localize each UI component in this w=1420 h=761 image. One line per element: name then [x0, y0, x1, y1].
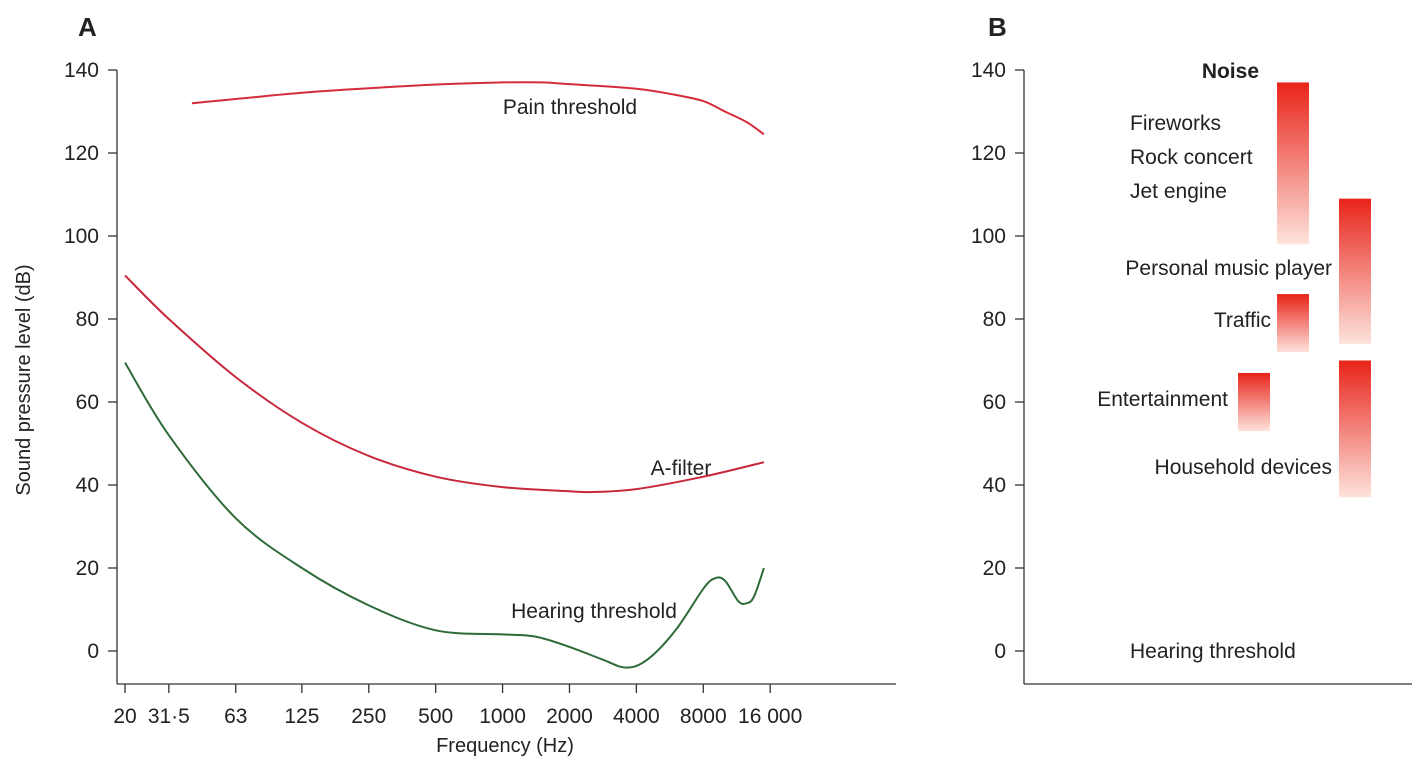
x-tick-label: 4000 — [613, 705, 660, 728]
range-bar-fireworks — [1277, 82, 1309, 245]
hearing-threshold-curve — [124, 362, 765, 669]
x-axis-title: Frequency (Hz) — [436, 735, 574, 757]
x-tick-label: 2000 — [546, 705, 593, 728]
y-tick-label: 40 — [76, 474, 99, 497]
y-tick-label: 100 — [64, 225, 99, 248]
x-tick-label: 500 — [418, 705, 453, 728]
y-tick-label: 20 — [983, 557, 1006, 580]
panel-b-letter: B — [988, 12, 1007, 42]
x-tick-label: 63 — [224, 705, 247, 728]
x-tick-label: 125 — [284, 705, 319, 728]
panel-b: B 0 20 40 60 80 100 120 140 Noise Fireworks Roc… — [971, 12, 1412, 685]
label-fireworks: Fireworks — [1130, 112, 1221, 135]
y-axis-title: Sound pressure level (dB) — [13, 264, 35, 495]
a-filter-label: A-filter — [651, 457, 712, 480]
panel-b-y-ticks: 0 20 40 60 80 100 120 140 — [971, 59, 1024, 663]
y-tick-label: 120 — [64, 142, 99, 165]
y-tick-label: 80 — [983, 308, 1006, 331]
range-bar-traffic — [1277, 294, 1309, 353]
y-tick-label: 60 — [76, 391, 99, 414]
panel-a-x-ticks: 20 31·5 63 125 250 500 1000 2000 4000 8000 16 000 — [113, 684, 802, 728]
range-bar-household-devices — [1339, 360, 1371, 498]
x-tick-label: 20 — [113, 705, 136, 728]
label-personal-music-player: Personal music player — [1125, 257, 1332, 280]
panel-a-y-ticks: 0 20 40 60 80 100 120 140 — [64, 59, 117, 663]
pain-threshold-label: Pain threshold — [503, 96, 637, 119]
y-tick-label: 140 — [971, 59, 1006, 82]
y-tick-label: 140 — [64, 59, 99, 82]
label-hearing-threshold: Hearing threshold — [1130, 640, 1296, 663]
x-tick-label: 8000 — [680, 705, 727, 728]
range-bar-personal-music-player — [1339, 198, 1371, 344]
label-jet-engine: Jet engine — [1130, 180, 1227, 203]
y-tick-label: 60 — [983, 391, 1006, 414]
label-traffic: Traffic — [1214, 309, 1271, 332]
panel-a-curves — [124, 81, 765, 669]
panel-b-bars — [1238, 82, 1371, 498]
x-tick-label: 1000 — [479, 705, 526, 728]
y-tick-label: 120 — [971, 142, 1006, 165]
a-filter-curve — [124, 274, 765, 494]
panel-b-axes — [1023, 70, 1412, 685]
panel-b-labels: Fireworks Rock concert Jet engine Person… — [1097, 112, 1332, 663]
panel-a-letter: A — [78, 12, 97, 42]
panel-a: A 0 20 40 60 80 100 120 140 20 31·5 63 125 250 500 10… — [13, 12, 896, 757]
noise-heading: Noise — [1202, 60, 1259, 83]
y-tick-label: 0 — [994, 640, 1006, 663]
pain-threshold-curve — [191, 81, 765, 136]
y-tick-label: 40 — [983, 474, 1006, 497]
x-tick-label: 31·5 — [148, 705, 190, 728]
range-bar-entertainment — [1238, 372, 1270, 432]
panel-a-axes — [116, 70, 896, 685]
label-rock-concert: Rock concert — [1130, 146, 1253, 169]
label-household-devices: Household devices — [1155, 456, 1332, 479]
x-tick-label: 250 — [351, 705, 386, 728]
x-tick-label: 16 000 — [738, 705, 802, 728]
y-tick-label: 100 — [971, 225, 1006, 248]
hearing-threshold-label: Hearing threshold — [511, 600, 677, 623]
y-tick-label: 20 — [76, 557, 99, 580]
label-entertainment: Entertainment — [1097, 388, 1228, 411]
y-tick-label: 0 — [87, 640, 99, 663]
y-tick-label: 80 — [76, 308, 99, 331]
